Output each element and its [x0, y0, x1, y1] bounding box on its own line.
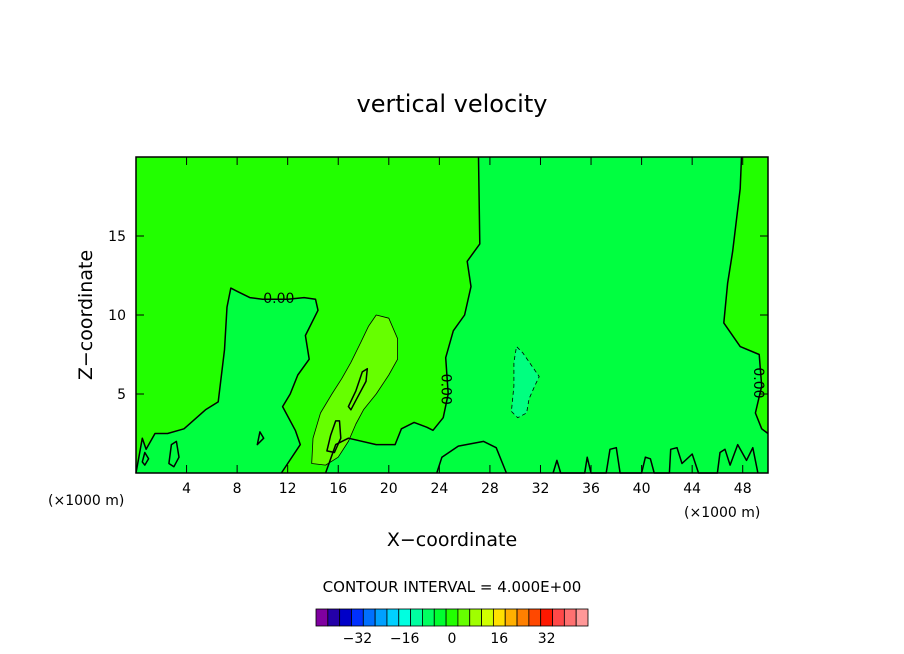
colorbar-swatch [563, 608, 577, 627]
contour-minus4 [510, 346, 540, 419]
zero-contour-right [723, 156, 769, 435]
colorbar-label: 0 [448, 631, 457, 647]
colorbar: −32 −16 0 16 32 [315, 608, 589, 647]
inner-loop-4 [141, 451, 150, 466]
x-tick-label: 48 [734, 481, 752, 497]
zero-contour-middle [324, 156, 481, 474]
x-tick-label: 8 [233, 481, 242, 497]
x-tick-label: 12 [279, 481, 297, 497]
colorbar-label: 32 [538, 631, 556, 647]
x-axis-label: X−coordinate [387, 529, 517, 551]
contour-fills [136, 157, 768, 473]
colorbar-swatch [575, 608, 589, 627]
colorbar-swatch [504, 608, 518, 627]
colorbar-swatch [492, 608, 506, 627]
x-axis-ticks: 4 8 12 16 20 24 28 32 36 40 44 48 [182, 157, 752, 497]
x-tick-label: 28 [481, 481, 499, 497]
colorbar-swatch [481, 608, 494, 627]
colorbar-swatch [362, 608, 376, 627]
colorbar-swatch [469, 608, 482, 627]
colorbar-swatch [410, 608, 423, 627]
x-tick-label: 4 [182, 481, 191, 497]
x-tick-label: 40 [633, 481, 651, 497]
y-tick-label: 10 [108, 308, 126, 324]
region-main-zero-region [136, 288, 318, 473]
y-axis-label: Z−coordinate [75, 250, 97, 380]
y-tick-label: 5 [117, 387, 126, 403]
x-unit-label-left: (×1000 m) [48, 493, 124, 509]
contour-lines [135, 156, 769, 474]
colorbar-swatch [327, 608, 341, 627]
colorbar-swatch [339, 608, 352, 627]
colorbar-swatch [516, 608, 530, 627]
contour-plus4 [311, 314, 399, 466]
contour-label-0: 0.00 [263, 291, 294, 307]
contour-label-1: 0.00 [438, 374, 454, 405]
x-tick-label: 16 [329, 481, 347, 497]
x-tick-label: 24 [430, 481, 448, 497]
colorbar-swatch [422, 608, 435, 627]
contour-label-2: 0.00 [750, 367, 766, 398]
colorbar-swatch [386, 608, 400, 627]
region-right-zero-region [325, 157, 768, 473]
chart-title: vertical velocity [357, 90, 548, 118]
colorbar-label: 16 [490, 631, 508, 647]
colorbar-swatch [457, 608, 471, 627]
contour-labels: 0.00 0.00 0.00 [263, 291, 766, 405]
x-unit-label-right: (×1000 m) [684, 505, 760, 521]
colorbar-swatch [528, 608, 542, 627]
plot-area: 0.000.00 0.00 4 8 12 16 20 24 28 32 36 40 44 48 5101… [108, 156, 769, 497]
colorbar-label: −32 [343, 631, 373, 647]
x-tick-label: 44 [683, 481, 701, 497]
colorbar-swatch [398, 608, 412, 627]
x-tick-label: 36 [582, 481, 600, 497]
zero-contour-bottom [436, 440, 508, 474]
contour-interval-text: CONTOUR INTERVAL = 4.000E+00 [323, 578, 582, 596]
inner-loop-1 [326, 420, 342, 454]
zero-contour-left [135, 287, 319, 474]
inner-loop-3 [168, 440, 180, 468]
x-tick-label: 20 [380, 481, 398, 497]
region-negative-blob [511, 346, 540, 418]
colorbar-swatch [315, 608, 329, 627]
colorbar-swatch [374, 608, 388, 627]
colorbar-swatch [351, 608, 364, 627]
colorbar-swatch [433, 608, 447, 627]
inner-loop-5 [256, 431, 265, 446]
colorbar-swatch [540, 608, 553, 627]
y-tick-label: 15 [108, 229, 126, 245]
colorbar-label: −16 [390, 631, 420, 647]
colorbar-swatch [445, 608, 459, 627]
y-axis-ticks: 5 10 15 [108, 229, 768, 403]
x-tick-label: 32 [532, 481, 550, 497]
inner-loop-2 [347, 367, 369, 411]
colorbar-swatch [552, 608, 565, 627]
